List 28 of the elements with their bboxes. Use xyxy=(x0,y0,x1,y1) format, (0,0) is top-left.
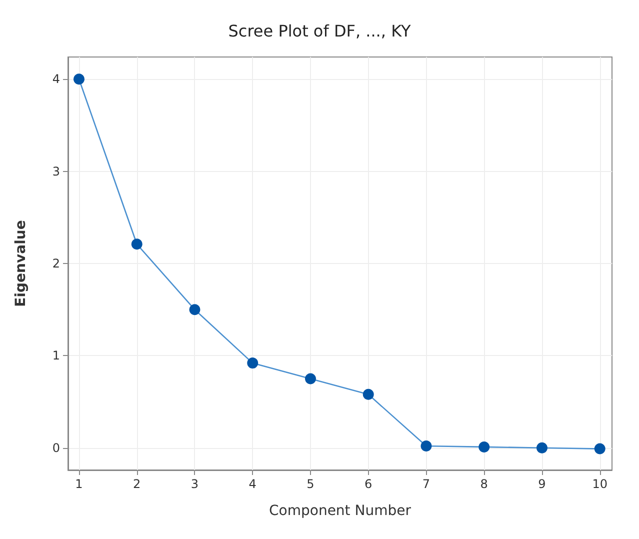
x-tick-label: 3 xyxy=(190,477,199,491)
y-tick-label: 0 xyxy=(52,440,60,455)
point xyxy=(189,304,200,316)
x-tick-label: 5 xyxy=(306,477,314,491)
y-tick-label: 1 xyxy=(52,348,60,363)
x-tick-label: 2 xyxy=(133,477,141,491)
y-axis-title: Eigenvalue xyxy=(13,220,29,307)
x-tick-label: 9 xyxy=(538,477,546,491)
point xyxy=(478,441,490,452)
x-axis-title: Component Number xyxy=(269,503,412,519)
x-tick-label: 7 xyxy=(422,477,430,491)
x-tick-label: 4 xyxy=(248,477,256,491)
point xyxy=(74,74,84,85)
point xyxy=(594,443,606,454)
y-tick-label: 2 xyxy=(52,256,60,270)
y-tick-label: 3 xyxy=(52,164,60,178)
point xyxy=(131,238,142,250)
x-tick-label: 1 xyxy=(75,477,83,491)
point xyxy=(362,388,374,400)
point xyxy=(247,358,258,369)
y-tick-label: 4 xyxy=(52,72,60,86)
point xyxy=(304,373,316,384)
x-tick-label: 8 xyxy=(480,477,488,491)
x-tick-label: 6 xyxy=(364,477,372,491)
point xyxy=(536,442,548,454)
chart-title: Scree Plot of DF, ..., KY xyxy=(228,22,411,40)
x-tick-label: 10 xyxy=(592,477,608,491)
point xyxy=(420,440,432,452)
